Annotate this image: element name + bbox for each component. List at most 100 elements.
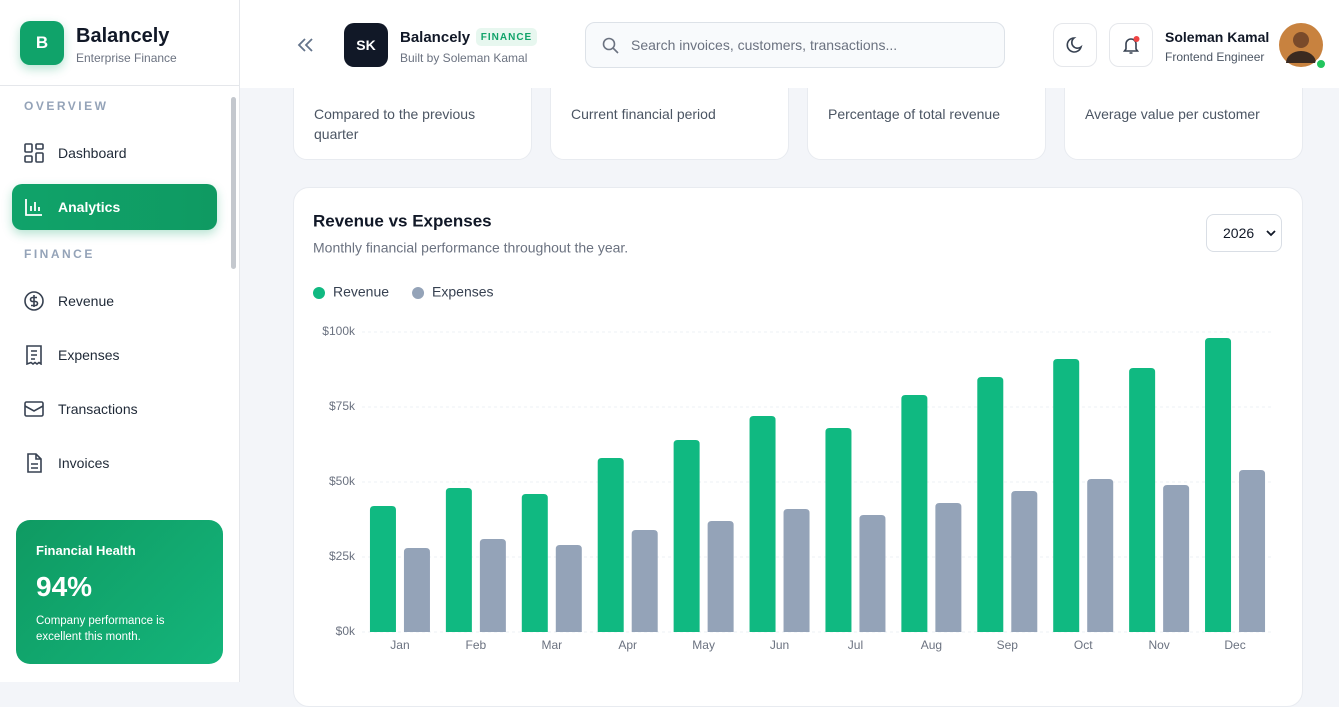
bar	[707, 521, 734, 632]
sidebar: B Balancely Enterprise Finance OVERVIEW …	[0, 0, 240, 682]
nav-label: Expenses	[58, 347, 120, 363]
bar	[859, 515, 886, 632]
nav-item-active[interactable]: Analytics	[12, 184, 217, 230]
year-select[interactable]: 2026	[1206, 214, 1282, 252]
bar	[1239, 470, 1266, 632]
bar	[521, 494, 548, 632]
y-tick-label: $0k	[336, 624, 356, 638]
card-caption: Current financial period	[571, 106, 716, 122]
nav-label: Analytics	[58, 199, 121, 215]
x-tick-label: Feb	[466, 638, 487, 652]
chart-title: Revenue vs Expenses	[313, 211, 492, 230]
x-tick-label: Aug	[921, 638, 942, 652]
bar	[1163, 485, 1190, 632]
health-value: 94%	[36, 571, 93, 602]
x-tick-label: Dec	[1224, 638, 1245, 652]
x-tick-label: Mar	[541, 638, 562, 652]
notification-button[interactable]	[1109, 23, 1153, 67]
bar	[1129, 368, 1156, 632]
nav-item[interactable]: Expenses	[12, 332, 217, 378]
legend-swatch	[412, 287, 425, 299]
theme-button[interactable]	[1053, 23, 1097, 67]
icon	[27, 453, 42, 473]
health-note: Company performance is excellent this mo…	[36, 615, 165, 643]
moon-icon	[1066, 37, 1083, 53]
nav-item[interactable]: Dashboard	[12, 130, 217, 176]
bar	[935, 503, 962, 632]
card-caption: Compared to the previous quarter	[314, 106, 476, 142]
bar	[825, 428, 852, 632]
chart: Revenue vs Expenses Monthly financial pe…	[313, 211, 1266, 653]
bar	[1053, 359, 1080, 632]
user-avatar[interactable]	[1277, 21, 1327, 71]
icon	[26, 345, 42, 365]
bar	[749, 416, 776, 632]
bar	[369, 506, 396, 632]
section-title: OVERVIEW	[24, 99, 109, 113]
app-name: Balancely	[400, 29, 471, 46]
search-icon	[602, 37, 619, 54]
divider	[0, 85, 239, 86]
brand-name: Balancely	[76, 25, 170, 47]
scrollbar	[231, 97, 236, 269]
nav-label: Dashboard	[58, 145, 127, 161]
legend-label: Expenses	[432, 284, 493, 300]
user-name: Soleman Kamal	[1165, 29, 1270, 45]
y-tick-label: $75k	[329, 399, 356, 413]
section-title: FINANCE	[24, 247, 95, 261]
y-tick-label: $50k	[329, 474, 356, 488]
x-tick-label: Oct	[1074, 638, 1093, 652]
x-tick-label: Jan	[390, 638, 409, 652]
health-card: Financial Health 94% Company performance…	[16, 520, 223, 664]
bar	[1087, 479, 1114, 632]
header: SK Balancely FINANCE Built by Soleman Ka…	[240, 0, 1339, 88]
x-tick-label: Apr	[618, 638, 637, 652]
icon	[25, 199, 42, 216]
bar	[631, 530, 658, 632]
x-tick-label: Nov	[1148, 638, 1169, 652]
bell-icon	[1122, 36, 1140, 54]
bar	[597, 458, 624, 632]
chevron	[1266, 230, 1276, 237]
nav-label: Transactions	[58, 401, 138, 417]
user-role: Frontend Engineer	[1165, 50, 1265, 64]
chart-subtitle: Monthly financial performance throughout…	[313, 240, 628, 256]
search-placeholder: Search invoices, customers, transactions…	[631, 37, 898, 53]
x-tick-label: May	[692, 638, 715, 652]
y-tick-label: $100k	[322, 324, 356, 338]
bar	[977, 377, 1004, 632]
icon	[24, 143, 44, 163]
bar	[445, 488, 472, 632]
x-tick-label: Jul	[848, 638, 863, 652]
brand-tagline: Enterprise Finance	[76, 51, 177, 65]
nav-item[interactable]: Invoices	[12, 440, 217, 486]
bar	[555, 545, 582, 632]
search-box[interactable]: Search invoices, customers, transactions…	[585, 22, 1005, 68]
y-tick-label: $25k	[329, 549, 356, 563]
nav-item[interactable]: Transactions	[12, 386, 217, 432]
bar	[1011, 491, 1038, 632]
card-caption: Average value per customer	[1085, 106, 1260, 122]
bar	[479, 539, 506, 632]
collapse-button[interactable]	[296, 37, 316, 53]
card-caption: Percentage of total revenue	[828, 106, 1001, 122]
legend-label: Revenue	[333, 284, 389, 300]
year-value: 2026	[1223, 225, 1255, 241]
byline: Built by Soleman Kamal	[400, 51, 528, 65]
bar	[403, 548, 430, 632]
nav-label: Invoices	[58, 455, 110, 471]
nav-item[interactable]: Revenue	[12, 278, 217, 324]
health-title: Financial Health	[36, 543, 136, 558]
bar	[1205, 338, 1232, 632]
brand-logo: B	[20, 21, 64, 65]
icon	[24, 291, 44, 311]
x-tick-label: Jun	[770, 638, 789, 652]
badge: FINANCE	[476, 28, 537, 46]
bar	[901, 395, 928, 632]
bar	[673, 440, 700, 632]
bar	[783, 509, 810, 632]
x-tick-label: Sep	[997, 638, 1019, 652]
icon	[24, 401, 44, 417]
nav-label: Revenue	[58, 293, 115, 309]
